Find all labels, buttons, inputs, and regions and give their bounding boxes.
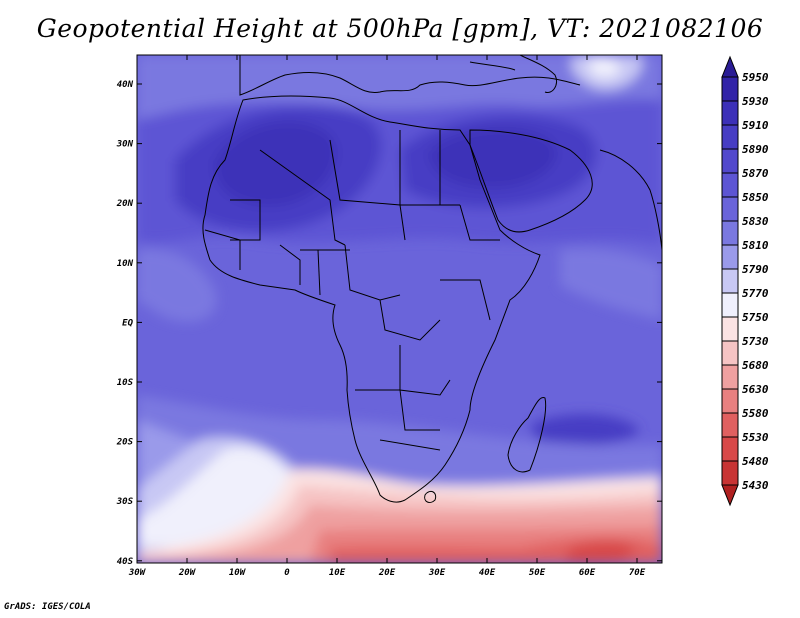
colorbar-swatch (721, 364, 739, 390)
colorbar-swatch (721, 460, 739, 486)
colorbar-label: 5730 (742, 335, 769, 348)
colorbar-label: 5480 (742, 455, 769, 468)
colorbar-label: 5750 (742, 311, 769, 324)
colorbar-swatch (721, 340, 739, 366)
lon-label: 10E (329, 568, 346, 578)
colorbar-swatch (721, 388, 739, 414)
colorbar-swatch (721, 172, 739, 198)
colorbar-label: 5930 (742, 95, 769, 108)
colorbar-label: 5950 (742, 71, 769, 84)
lat-label: 40S (117, 557, 134, 567)
map-frame (136, 54, 663, 564)
colorbar-label: 5580 (742, 407, 769, 420)
colorbar-label: 5870 (742, 167, 769, 180)
lon-label: 30E (428, 568, 446, 578)
lat-label: 30S (116, 497, 134, 507)
colorbar-label: 5890 (742, 143, 769, 156)
lat-label: 40N (117, 80, 134, 90)
colorbar-label: 5770 (742, 287, 769, 300)
colorbar-label: 5850 (742, 191, 769, 204)
colorbar-label: 5530 (742, 431, 769, 444)
lon-label: 0 (284, 568, 290, 578)
lon-label: 30W (128, 568, 147, 578)
latitude-axis: 40N 30N 20N 10N EQ 10S 20S 30S 40S (116, 80, 662, 567)
colorbar-label: 5630 (742, 383, 769, 396)
lat-label: 10N (117, 259, 134, 269)
colorbar-label: 5830 (742, 215, 769, 228)
colorbar-label: 5910 (742, 119, 769, 132)
lon-label: 10W (229, 568, 247, 578)
colorbar-swatch (721, 292, 739, 318)
colorbar-swatch (721, 196, 739, 222)
lon-label: 50E (529, 568, 546, 578)
lat-label: 30N (116, 140, 134, 150)
lon-label: 20W (178, 568, 197, 578)
longitude-axis: 30W 20W 10W 0 10E 20E 30E 40E 50E 60E 70E (128, 55, 646, 578)
lat-label: EQ (122, 318, 133, 328)
colorbar-swatch (721, 412, 739, 438)
colorbar-swatch (721, 76, 739, 102)
lat-label: 20S (116, 438, 134, 448)
lon-label: 40E (479, 568, 496, 578)
lat-label: 20N (116, 199, 134, 209)
colorbar-swatch (721, 124, 739, 150)
colorbar-bottom-arrow (721, 484, 739, 507)
colorbar-label: 5790 (742, 263, 769, 276)
colorbar-swatch (721, 220, 739, 246)
colorbar-swatch (721, 100, 739, 126)
lon-label: 60E (579, 568, 596, 578)
colorbar-swatch (721, 436, 739, 462)
colorbar-top-arrow (721, 55, 739, 78)
colorbar-swatch (721, 244, 739, 270)
colorbar-swatch (721, 316, 739, 342)
colorbar: 5950 5930 5910 5890 5870 5850 5830 5810 5790 5770… (721, 55, 769, 507)
lon-label: 20E (378, 568, 396, 578)
colorbar-label: 5430 (742, 479, 769, 492)
colorbar-swatch (721, 148, 739, 174)
colorbar-swatch (721, 268, 739, 294)
lat-label: 10S (117, 378, 134, 388)
colorbar-label: 5810 (742, 239, 769, 252)
height-field (137, 55, 662, 563)
colorbar-label: 5680 (742, 359, 769, 372)
footer-credit: GrADS: IGES/COLA (4, 602, 91, 612)
coastlines (202, 55, 662, 503)
map-title: Geopotential Height at 500hPa [gpm], VT:… (36, 14, 764, 43)
lon-label: 70E (629, 568, 646, 578)
